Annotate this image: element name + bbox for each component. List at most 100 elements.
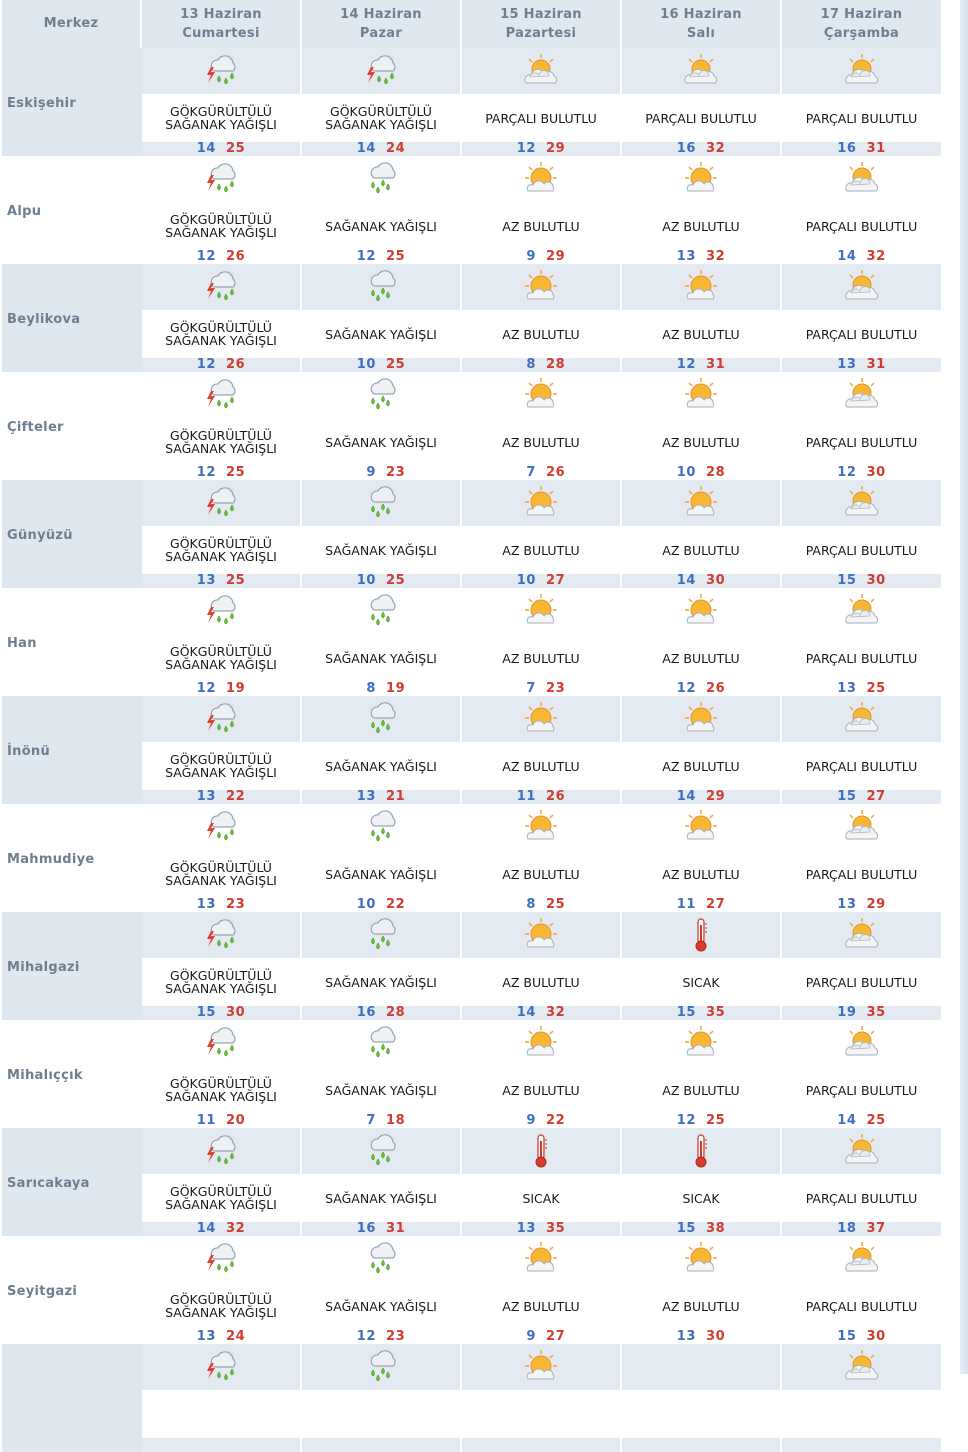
condition-line-1: SAĞANAK YAĞIŞLI xyxy=(325,542,437,558)
icon-area xyxy=(142,804,300,850)
icon-area xyxy=(462,1020,620,1066)
icon-area xyxy=(142,912,300,958)
forecast-cell: GÖKGÜRÜLTÜLÜ SAĞANAK YAĞIŞLI 12 25 xyxy=(142,372,302,480)
icon-area xyxy=(462,1236,620,1282)
temperature-range: 12 26 xyxy=(142,250,300,264)
icon-area xyxy=(622,372,780,418)
max-temp: 30 xyxy=(866,573,886,588)
temperature-range: 19 35 xyxy=(782,1006,941,1020)
temperature-range: 11 27 xyxy=(622,898,780,912)
mostly-sunny-icon xyxy=(682,484,720,522)
forecast-cell xyxy=(462,1344,622,1452)
forecast-cell: PARÇALI BULUTLU 15 30 xyxy=(782,1236,941,1344)
condition-line-2: SAĞANAK YAĞIŞLI xyxy=(165,765,277,780)
min-temp: 15 xyxy=(676,1221,696,1236)
condition-line-1: GÖKGÜRÜLTÜLÜ xyxy=(170,968,272,983)
temperature-range: 10 25 xyxy=(302,358,460,372)
condition-text: GÖKGÜRÜLTÜLÜ SAĞANAK YAĞIŞLI xyxy=(142,526,300,574)
icon-area xyxy=(142,156,300,202)
forecast-cell: PARÇALI BULUTLU 13 31 xyxy=(782,264,941,372)
city-name[interactable]: Han xyxy=(7,636,37,651)
forecast-cell: GÖKGÜRÜLTÜLÜ SAĞANAK YAĞIŞLI 13 25 xyxy=(142,480,302,588)
thunderstorm-icon xyxy=(202,808,240,846)
forecast-cell xyxy=(622,1344,782,1452)
city-name[interactable]: Sarıcakaya xyxy=(2,1128,142,1236)
city-name[interactable]: İnönü xyxy=(2,696,142,804)
condition-line-1: AZ BULUTLU xyxy=(662,434,740,450)
city-name[interactable] xyxy=(2,1344,142,1452)
header-city-label: Merkez xyxy=(43,16,99,31)
condition-text: AZ BULUTLU xyxy=(462,742,620,790)
forecast-cell: SAĞANAK YAĞIŞLI 12 25 xyxy=(302,156,462,264)
forecast-cell: SAĞANAK YAĞIŞLI 10 25 xyxy=(302,264,462,372)
city-name[interactable]: Çifteler xyxy=(7,420,64,435)
table-row: İnönü GÖKGÜRÜLTÜLÜ SAĞANAK YAĞIŞLI 13 22 SAĞA… xyxy=(2,696,941,804)
condition-line-2: SAĞANAK YAĞIŞLI xyxy=(165,1089,277,1104)
temperature-range: 13 24 xyxy=(142,1330,300,1344)
temperature-range: 13 25 xyxy=(782,682,941,696)
min-temp: 18 xyxy=(837,1221,857,1236)
city-name[interactable]: Günyüzü xyxy=(2,480,142,588)
temperature-range xyxy=(462,1438,620,1452)
min-temp: 12 xyxy=(356,1329,376,1344)
condition-text: SICAK xyxy=(462,1174,620,1222)
partly-cloudy-icon xyxy=(843,916,881,954)
forecast-cell: AZ BULUTLU 13 32 xyxy=(622,156,782,264)
icon-area xyxy=(782,912,941,958)
showers-icon xyxy=(362,808,400,846)
mostly-sunny-icon xyxy=(682,592,720,630)
table-row: Mahmudiye GÖKGÜRÜLTÜLÜ SAĞANAK YAĞIŞLI 13 23… xyxy=(2,804,941,912)
max-temp: 22 xyxy=(386,897,406,912)
temperature-range: 13 32 xyxy=(622,250,780,264)
icon-area xyxy=(142,1344,300,1390)
condition-line-2: SAĞANAK YAĞIŞLI xyxy=(165,657,277,672)
city-name[interactable]: Alpu xyxy=(7,204,42,219)
city-name[interactable]: Beylikova xyxy=(2,264,142,372)
table-row: Mihalıççık GÖKGÜRÜLTÜLÜ SAĞANAK YAĞIŞLI 11 2… xyxy=(2,1020,941,1128)
city-name[interactable]: Mihalgazi xyxy=(2,912,142,1020)
icon-area xyxy=(782,696,941,742)
temperature-range: 13 31 xyxy=(782,358,941,372)
min-temp: 13 xyxy=(837,357,857,372)
scrollbar[interactable] xyxy=(960,0,968,1374)
temperature-range: 13 35 xyxy=(462,1222,620,1236)
city-name[interactable]: Seyitgazi xyxy=(7,1284,78,1299)
thermometer-icon xyxy=(682,916,720,954)
max-temp: 19 xyxy=(226,681,246,696)
city-name[interactable]: Mahmudiye xyxy=(7,852,95,867)
city-name[interactable]: Mihalıççık xyxy=(7,1068,83,1083)
max-temp: 38 xyxy=(706,1221,726,1236)
condition-line-1: PARÇALI BULUTLU xyxy=(805,326,918,342)
condition-text: GÖKGÜRÜLTÜLÜ SAĞANAK YAĞIŞLI xyxy=(142,202,300,250)
thunderstorm-icon xyxy=(202,160,240,198)
condition-line-1: GÖKGÜRÜLTÜLÜ xyxy=(170,644,272,659)
temperature-range: 12 23 xyxy=(302,1330,460,1344)
max-temp: 23 xyxy=(386,465,406,480)
temperature-range: 8 25 xyxy=(462,898,620,912)
mostly-sunny-icon xyxy=(682,376,720,414)
condition-line-1: GÖKGÜRÜLTÜLÜ xyxy=(170,320,272,335)
header-date: 15 Haziran xyxy=(500,7,582,22)
condition-line-1: AZ BULUTLU xyxy=(502,866,580,882)
forecast-cell: GÖKGÜRÜLTÜLÜ SAĞANAK YAĞIŞLI 13 23 xyxy=(142,804,302,912)
min-temp: 9 xyxy=(526,1329,536,1344)
forecast-cell: PARÇALI BULUTLU 16 31 xyxy=(782,48,941,156)
min-temp: 15 xyxy=(196,1005,216,1020)
partly-cloudy-icon xyxy=(843,1024,881,1062)
temperature-range: 12 26 xyxy=(622,682,780,696)
temperature-range: 16 31 xyxy=(782,142,941,156)
mostly-sunny-icon xyxy=(682,808,720,846)
showers-icon xyxy=(362,1024,400,1062)
forecast-cell: PARÇALI BULUTLU 15 27 xyxy=(782,696,941,804)
header-date: 17 Haziran xyxy=(820,7,903,22)
city-name[interactable]: Eskişehir xyxy=(2,48,142,156)
temperature-range: 12 26 xyxy=(142,358,300,372)
condition-line-1: GÖKGÜRÜLTÜLÜ xyxy=(330,104,432,119)
condition-text: AZ BULUTLU xyxy=(462,418,620,466)
temperature-range: 10 27 xyxy=(462,574,620,588)
temperature-range: 13 30 xyxy=(622,1330,780,1344)
condition-line-1: PARÇALI BULUTLU xyxy=(805,758,918,774)
max-temp: 31 xyxy=(706,357,726,372)
mostly-sunny-icon xyxy=(522,1240,560,1278)
thunderstorm-icon xyxy=(202,916,240,954)
